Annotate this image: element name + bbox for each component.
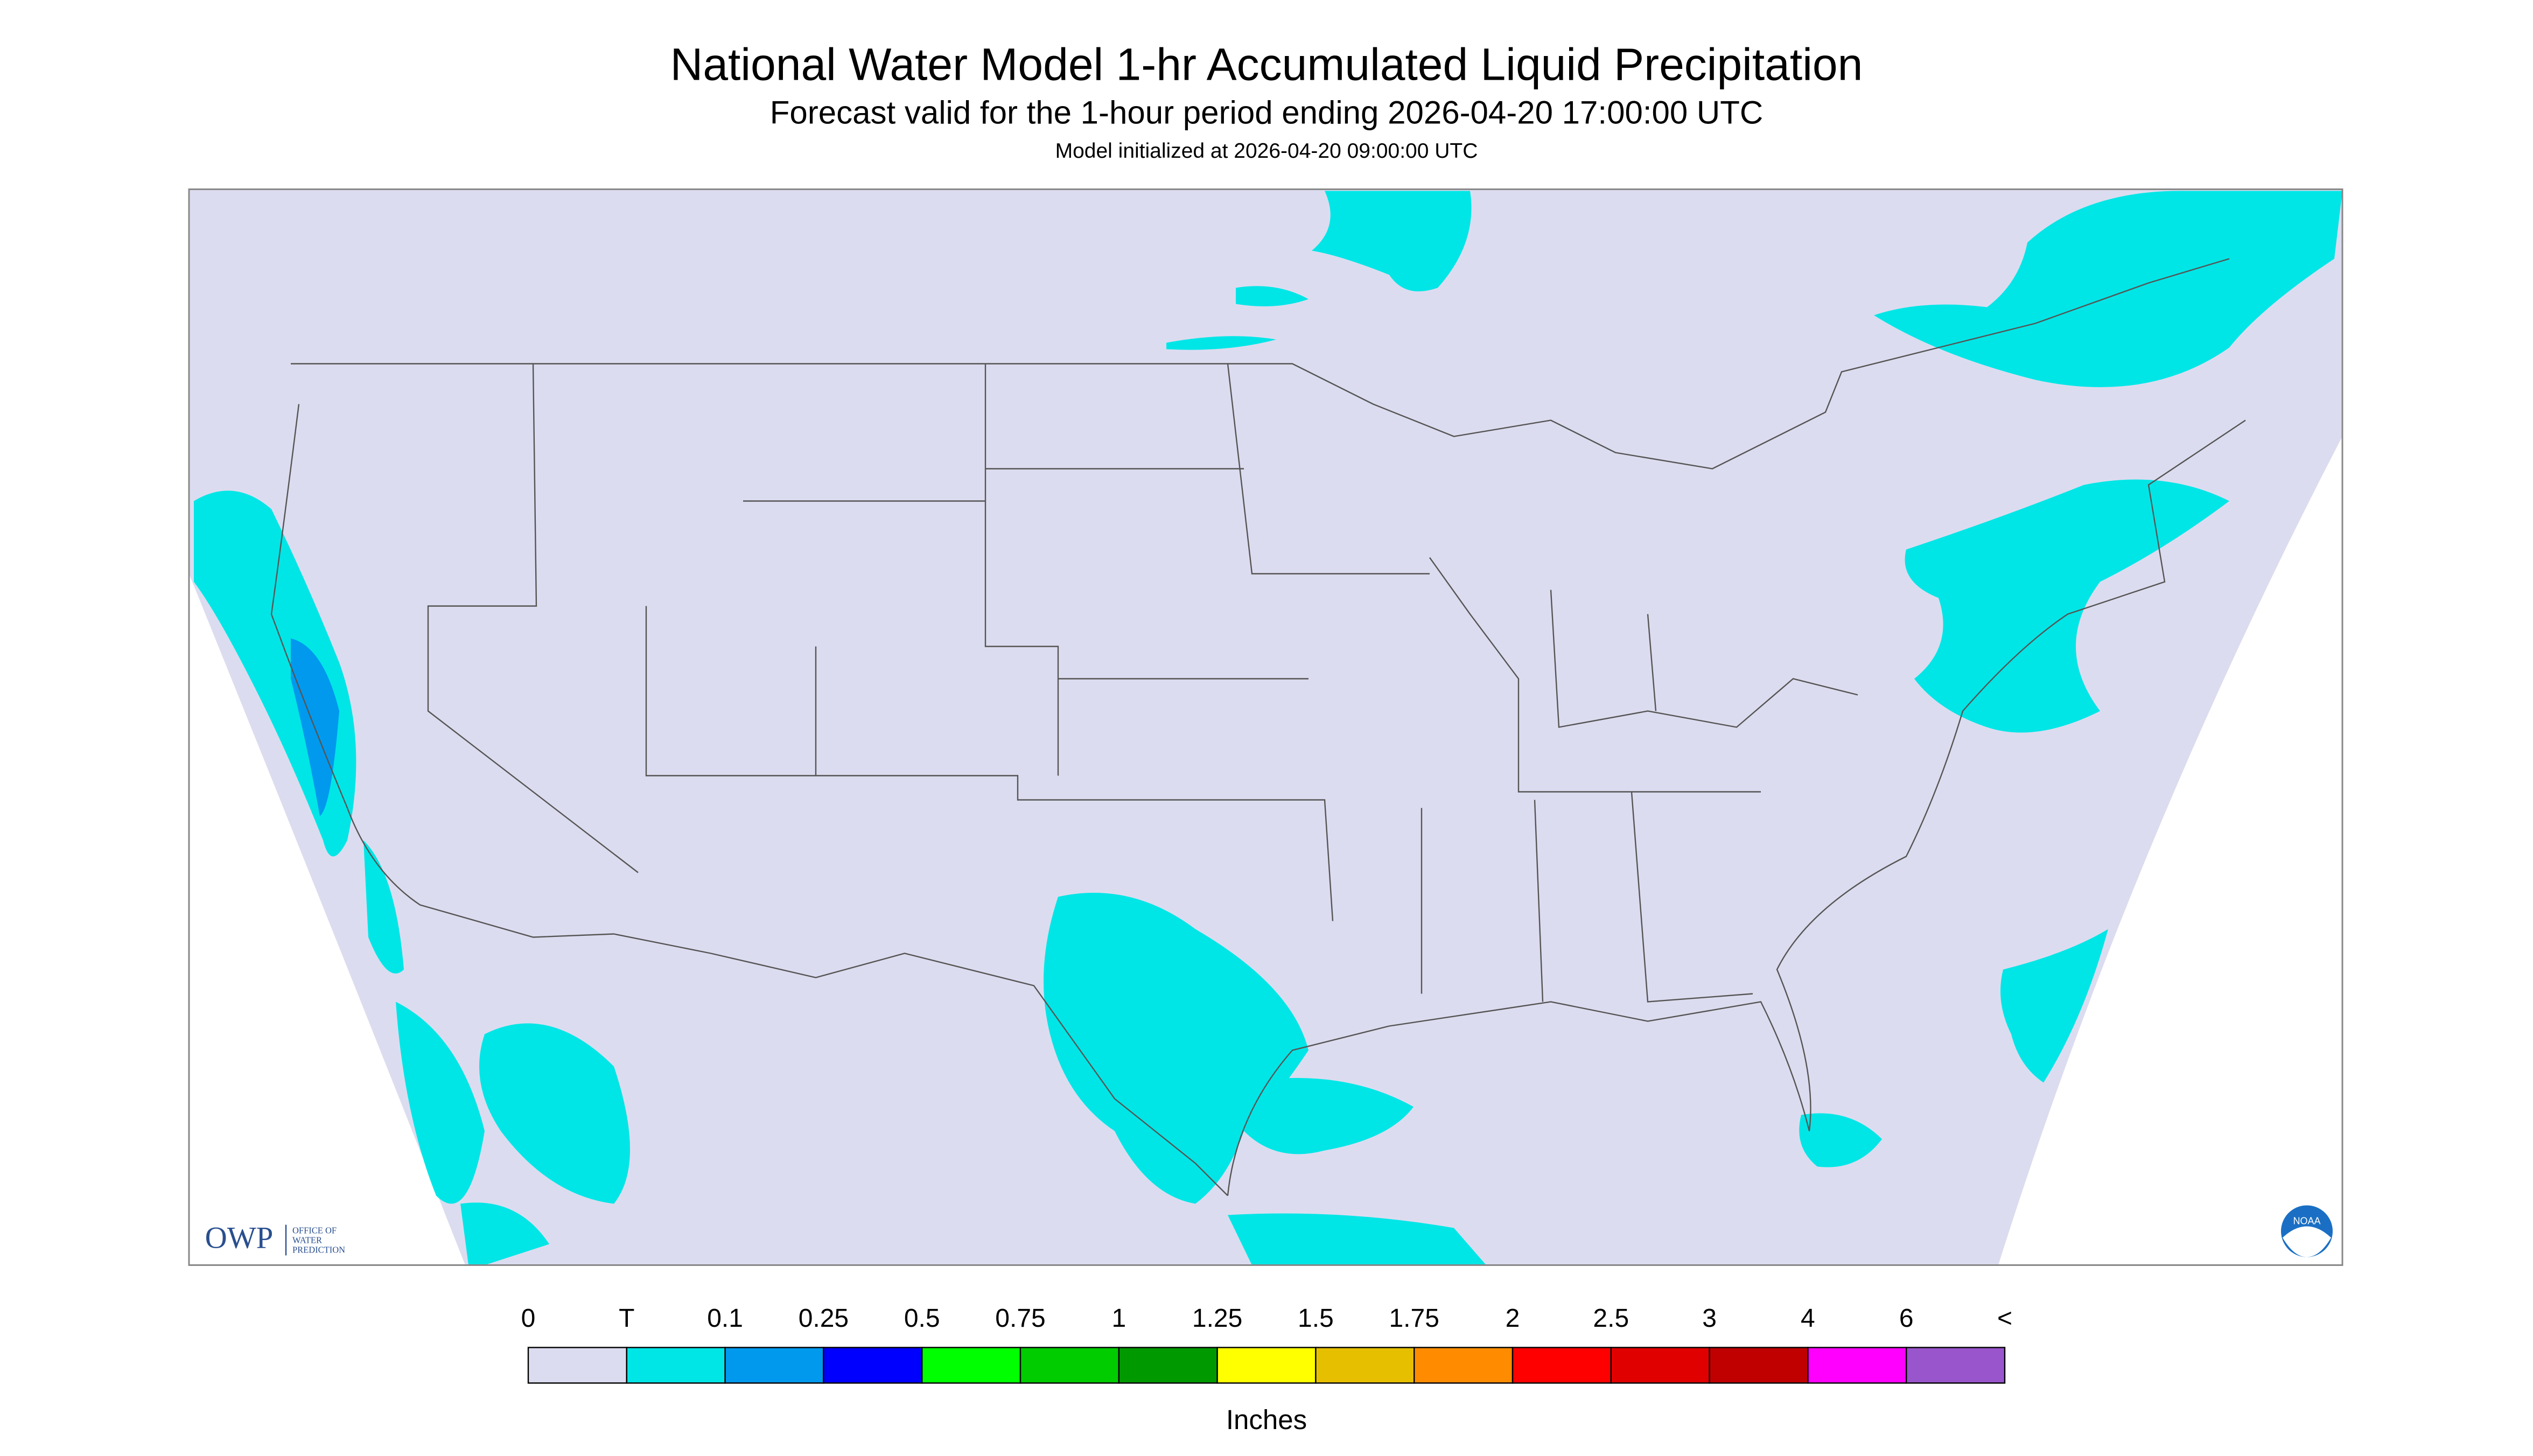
legend-units: Inches <box>1226 1404 1307 1435</box>
border <box>1227 419 2246 1196</box>
legend-swatch <box>823 1347 923 1384</box>
legend-swatch <box>1709 1347 1809 1384</box>
legend-swatch <box>626 1347 726 1384</box>
legend-swatch <box>1118 1347 1218 1384</box>
out-of-domain <box>189 573 465 1265</box>
legend-swatch <box>527 1347 628 1384</box>
legend-swatch <box>1807 1347 1907 1384</box>
legend-label: 0 <box>521 1304 536 1333</box>
legend-label: T <box>619 1304 634 1333</box>
legend-swatch <box>1019 1347 1120 1384</box>
init-time: Model initialized at 2026-04-20 09:00:00… <box>1055 139 1478 163</box>
legend-swatch <box>724 1347 824 1384</box>
legend-swatch <box>1905 1347 2006 1384</box>
precip-area <box>1905 479 2229 733</box>
precip-area <box>1228 1213 1486 1265</box>
logo-line: OFFICE OF <box>292 1225 337 1235</box>
legend-label: 2.5 <box>1593 1304 1629 1333</box>
legend-label: 0.1 <box>707 1304 743 1333</box>
legend-label: 0.75 <box>995 1304 1045 1333</box>
precip-area <box>1874 191 2342 387</box>
precip-area <box>1244 1077 1414 1154</box>
logo-line: PREDICTION <box>292 1244 345 1255</box>
legend-label: 2 <box>1506 1304 1520 1333</box>
legend-swatch <box>1512 1347 1612 1384</box>
precip-area <box>460 1023 630 1265</box>
legend-label: 1.25 <box>1192 1304 1242 1333</box>
map <box>188 188 2343 1266</box>
legend-swatch <box>1414 1347 1514 1384</box>
legend-label: 0.25 <box>799 1304 849 1333</box>
precip-area <box>1312 191 1472 292</box>
border <box>291 258 2230 470</box>
noaa-wave <box>2283 1226 2331 1257</box>
legend-label: < <box>1997 1304 2012 1333</box>
legend: 0 T 0.1 0.25 0.5 0.75 1 1.25 1.5 1.75 2 2.5 3 4 6 < <box>521 1304 2012 1384</box>
noaa-label: NOAA <box>2293 1215 2320 1226</box>
noaa-logo: NOAA <box>2281 1205 2333 1257</box>
precip-area <box>1799 1113 1882 1167</box>
out-of-domain <box>1998 436 2342 1265</box>
precip-area <box>1166 286 1309 350</box>
legend-label: 3 <box>1702 1304 1717 1333</box>
legend-swatch <box>1216 1347 1317 1384</box>
legend-label: 0.5 <box>904 1304 940 1333</box>
legend-label: 1 <box>1111 1304 1126 1333</box>
border <box>270 404 1228 1196</box>
legend-label: 6 <box>1899 1304 1914 1333</box>
legend-label: 1.5 <box>1298 1304 1334 1333</box>
legend-label: 4 <box>1801 1304 1815 1333</box>
legend-label: 1.75 <box>1389 1304 1439 1333</box>
logo-abbr: OWP <box>205 1221 274 1255</box>
subtitle: Forecast valid for the 1-hour period end… <box>770 94 1763 130</box>
precip-area <box>363 840 485 1204</box>
precip-area <box>1044 893 1309 1204</box>
legend-swatch <box>921 1347 1021 1384</box>
map-frame <box>188 188 2343 1266</box>
logo-line: WATER <box>292 1235 322 1245</box>
border <box>427 363 1858 1003</box>
title: National Water Model 1-hr Accumulated Li… <box>670 39 1863 90</box>
precip-area <box>2000 929 2108 1083</box>
legend-swatch <box>1315 1347 1415 1384</box>
legend-swatch <box>1610 1347 1710 1384</box>
